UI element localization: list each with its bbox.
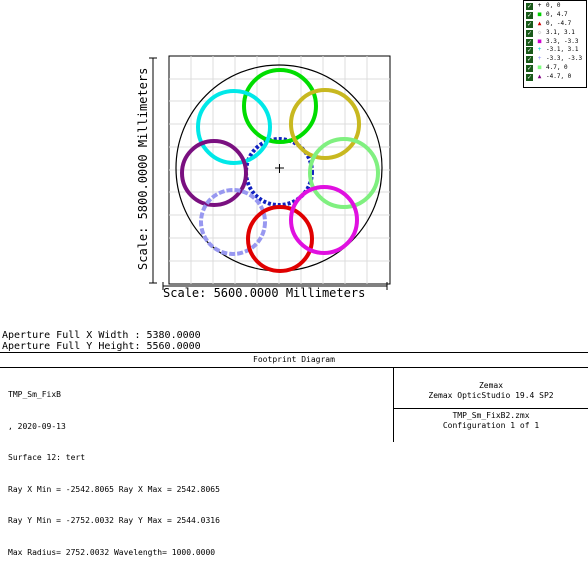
- legend-symbol-icon: ■: [537, 10, 542, 18]
- legend-symbol-icon: ▲: [537, 19, 542, 27]
- checkbox-icon[interactable]: ✓: [526, 11, 533, 19]
- legend-label: -4.7, 0: [546, 73, 572, 81]
- legend-label: -3.3, -3.3: [546, 55, 583, 63]
- aperture-y-height: Aperture Full Y Height: 5560.0000: [2, 341, 201, 352]
- legend-symbol-icon: +: [537, 2, 542, 9]
- legend-item[interactable]: ✓ ▲ 0, -4.7: [526, 20, 586, 29]
- footer-line: Max Radius= 2752.0032 Wavelength= 1000.0…: [8, 547, 216, 557]
- legend-item[interactable]: ✓ ◇ 3.1, 3.1: [526, 29, 586, 38]
- x-scale-bar: [162, 282, 388, 290]
- checkbox-icon[interactable]: ✓: [526, 29, 533, 37]
- legend-symbol-icon: ▲: [537, 73, 542, 81]
- legend-item[interactable]: ✓ ■ 4.7, 0: [526, 64, 586, 73]
- beam-footprints: [180, 68, 380, 273]
- footprint-0-neg4.7: [246, 205, 314, 273]
- legend-label: 0, 4.7: [546, 10, 568, 18]
- legend-symbol-icon: ◇: [537, 28, 542, 36]
- footer-configuration: Configuration 1 of 1: [442, 421, 540, 430]
- legend-label: 4.7, 0: [546, 64, 568, 72]
- aperture-x-width: Aperture Full X Width : 5380.0000: [2, 330, 201, 341]
- legend-item[interactable]: ✓ + -3.1, 3.1: [526, 46, 586, 55]
- footer-software-info: Zemax Zemax OpticStudio 19.4 SP2: [393, 367, 588, 409]
- footprint-0-4.7: [242, 68, 318, 144]
- footprint-3.1-3.1: [289, 88, 361, 160]
- footprint-plot: [149, 55, 391, 290]
- checkbox-icon[interactable]: ✓: [526, 2, 533, 10]
- checkbox-icon[interactable]: ✓: [526, 65, 533, 73]
- footer-product: Zemax OpticStudio 19.4 SP2: [428, 391, 554, 400]
- footprint-neg3.3-neg3.3: [199, 188, 267, 256]
- center-cross-icon: [275, 164, 284, 173]
- checkbox-icon[interactable]: ✓: [526, 56, 533, 64]
- footer-line: Ray Y Min = -2752.0032 Ray Y Max = 2544.…: [8, 516, 220, 525]
- legend: ✓ +0, 0 ✓ ■ 0, 4.7 ✓ ▲ 0, -4.7 ✓ ◇ 3.1, 3.1 ✓ ■ 3.3, …: [523, 0, 587, 88]
- footprint-3.3-neg3.3: [289, 185, 359, 255]
- legend-item[interactable]: ✓ +0, 0: [526, 2, 586, 11]
- footer-filename: TMP_Sm_FixB2.zmx: [452, 411, 530, 420]
- legend-label: 3.3, -3.3: [546, 37, 579, 45]
- footer-panel: Footprint Diagram TMP_Sm_FixB , 2020-09-…: [0, 352, 588, 557]
- legend-symbol-icon: +: [537, 55, 542, 63]
- legend-label: 3.1, 3.1: [546, 28, 575, 36]
- footer-line: TMP_Sm_FixB: [8, 390, 61, 399]
- x-scale-label: Scale: 5600.0000 Millimeters: [163, 286, 366, 300]
- legend-label: 0, 0: [546, 2, 561, 9]
- footprint-4.7-0: [308, 137, 380, 209]
- legend-symbol-icon: +: [537, 46, 542, 54]
- footprint-neg4.7-0: [180, 139, 248, 207]
- footprint-neg3.1-3.1: [196, 89, 272, 165]
- checkbox-icon[interactable]: ✓: [526, 74, 533, 82]
- legend-symbol-icon: ■: [537, 37, 542, 45]
- legend-item[interactable]: ✓ + -3.3, -3.3: [526, 55, 586, 64]
- legend-item[interactable]: ✓ ■ 3.3, -3.3: [526, 38, 586, 47]
- legend-item[interactable]: ✓ ■ 0, 4.7: [526, 11, 586, 20]
- footer-file-info: TMP_Sm_FixB2.zmx Configuration 1 of 1: [393, 409, 588, 442]
- footer-company: Zemax: [478, 381, 504, 390]
- footer-title: Footprint Diagram: [0, 353, 588, 368]
- legend-item[interactable]: ✓ ▲ -4.7, 0: [526, 73, 586, 82]
- checkbox-icon[interactable]: ✓: [526, 47, 533, 55]
- footer-line: Surface 12: tert: [8, 453, 86, 462]
- legend-symbol-icon: ■: [537, 64, 542, 72]
- y-scale-bar: [149, 57, 157, 284]
- legend-label: -3.1, 3.1: [546, 46, 579, 54]
- footer-info: TMP_Sm_FixB , 2020-09-13 Surface 12: ter…: [8, 369, 220, 579]
- legend-label: 0, -4.7: [546, 19, 572, 27]
- footer-line: Ray X Min = -2542.8065 Ray X Max = 2542.…: [8, 484, 220, 494]
- checkbox-icon[interactable]: ✓: [526, 38, 533, 46]
- checkbox-icon[interactable]: ✓: [526, 20, 533, 28]
- y-scale-label: Scale: 5800.0000 Millimeters: [136, 67, 150, 270]
- footer-line: , 2020-09-13: [8, 421, 66, 431]
